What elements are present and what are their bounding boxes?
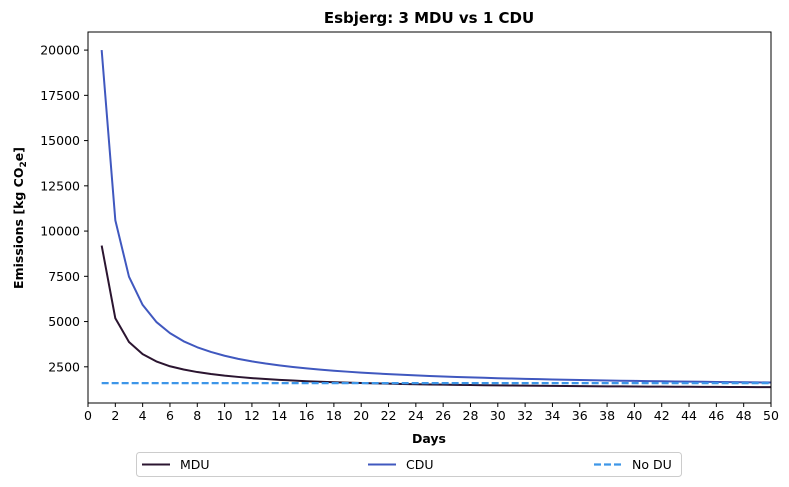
legend: MDU CDU No DU [136,452,682,477]
x-tick-label: 8 [193,408,201,423]
x-tick-label: 46 [708,408,724,423]
y-axis-label-subscript: 2 [19,161,29,167]
x-tick-label: 6 [166,408,174,423]
x-tick-label: 44 [681,408,697,423]
y-tick-label: 17500 [40,88,80,103]
plot-area: 0 2 4 6 8 10 12 14 16 18 20 22 24 26 28 30 32 34 36 38 40 42 4… [40,31,779,423]
x-tick-label: 38 [599,408,615,423]
series-line-cdu [100,50,772,384]
x-tick-label: 26 [435,408,451,423]
y-tick-label: 10000 [40,224,80,239]
y-axis-label-prefix: Emissions [kg CO [11,168,26,289]
x-tick-label: 18 [326,408,342,423]
y-tick-label: 12500 [40,178,80,193]
x-tick-label: 40 [626,408,642,423]
y-tick-label: 5000 [48,314,80,329]
legend-box [136,452,682,477]
x-tick-label: 20 [353,408,369,423]
y-axis-label-suffix: e] [11,147,26,161]
legend-label-no-du: No DU [632,457,672,472]
x-tick-label: 16 [299,408,315,423]
y-tick-label: 2500 [48,359,80,374]
series-line-mdu [100,245,772,389]
x-tick-label: 34 [544,408,560,423]
x-tick-label: 4 [139,408,147,423]
x-tick-label: 14 [271,408,287,423]
x-tick-label: 48 [736,408,752,423]
x-tick-label: 32 [517,408,533,423]
x-tick-label: 0 [84,408,92,423]
legend-label-mdu: MDU [180,457,210,472]
x-tick-label: 50 [763,408,779,423]
x-tick-label: 10 [217,408,233,423]
y-axis-label: Emissions [kg CO2e] [11,147,29,289]
x-tick-label: 36 [572,408,588,423]
x-tick-label: 2 [111,408,119,423]
x-tick-label: 28 [463,408,479,423]
x-tick-label: 30 [490,408,506,423]
legend-label-cdu: CDU [406,457,434,472]
x-tick-label: 12 [244,408,260,423]
chart-title: Esbjerg: 3 MDU vs 1 CDU [324,9,534,27]
x-tick-label: 24 [408,408,424,423]
plot-frame [87,31,772,404]
y-tick-label: 15000 [40,133,80,148]
x-tick-label: 22 [381,408,397,423]
y-tick-label: 7500 [48,269,80,284]
x-tick-label: 42 [654,408,670,423]
y-tick-label: 20000 [40,43,80,58]
x-axis-label: Days [412,431,446,446]
